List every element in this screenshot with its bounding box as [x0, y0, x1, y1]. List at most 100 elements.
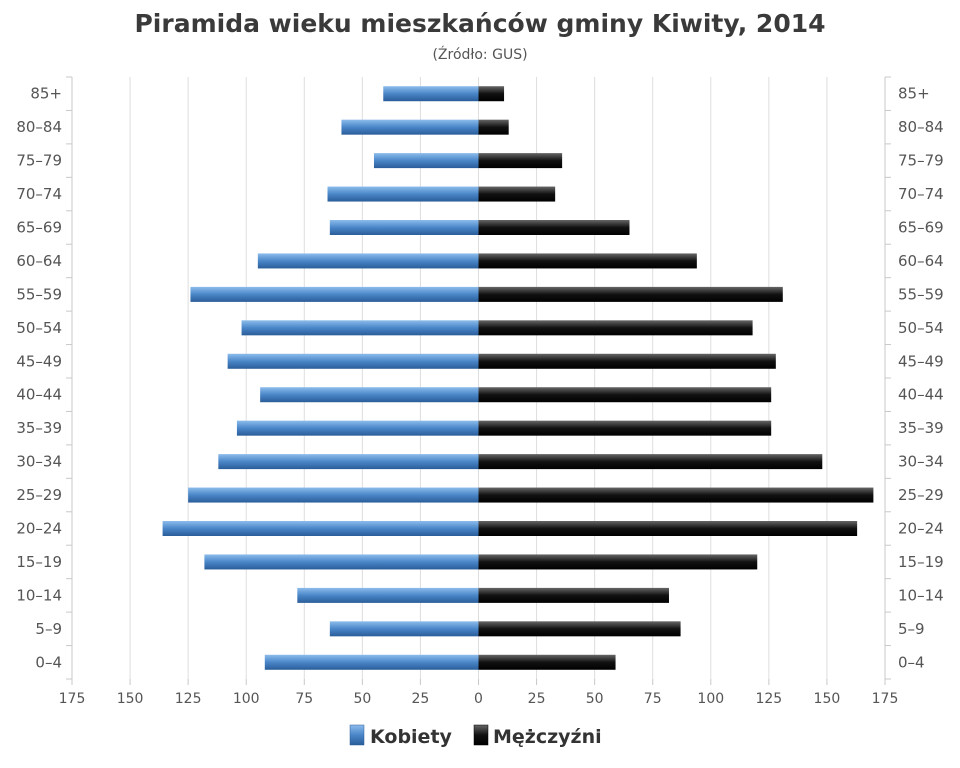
- bar-kobiety[interactable]: [297, 587, 479, 603]
- category-label-left: 20–24: [16, 520, 62, 538]
- category-label-right: 15–19: [898, 553, 944, 571]
- category-label-left: 10–14: [16, 586, 62, 604]
- category-label-left: 40–44: [16, 386, 62, 404]
- bar-mezczyzni[interactable]: [478, 621, 681, 637]
- bar-mezczyzni[interactable]: [478, 86, 505, 102]
- chart-title: Piramida wieku mieszkańców gminy Kiwity,…: [134, 9, 825, 38]
- category-labels: 85+ 85+ 80–84 80–84 75–79 75–79 70–74 70–74 65–6…: [16, 85, 943, 672]
- category-label-right: 85+: [898, 85, 930, 103]
- bar-mezczyzni[interactable]: [478, 153, 563, 169]
- category-label-right: 70–74: [898, 185, 944, 203]
- category-label-right: 50–54: [898, 319, 944, 337]
- category-label-right: 80–84: [898, 118, 944, 136]
- bar-mezczyzni[interactable]: [478, 119, 509, 135]
- category-label-left: 55–59: [16, 285, 62, 303]
- axes: [66, 76, 891, 685]
- x-tick-label: 150: [814, 691, 841, 707]
- category-label-right: 45–49: [898, 352, 944, 370]
- x-tick-label: 100: [233, 691, 260, 707]
- x-tick-label: 175: [59, 691, 86, 707]
- category-label-right: 20–24: [898, 520, 944, 538]
- category-label-left: 80–84: [16, 118, 62, 136]
- category-label-left: 0–4: [35, 653, 62, 671]
- bar-kobiety[interactable]: [329, 621, 479, 637]
- bar-mezczyzni[interactable]: [478, 286, 783, 302]
- category-label-left: 85+: [30, 85, 62, 103]
- bar-kobiety[interactable]: [264, 654, 479, 670]
- x-tick-label: 125: [755, 691, 782, 707]
- category-label-right: 10–14: [898, 586, 944, 604]
- x-tick-label: 125: [175, 691, 202, 707]
- category-label-left: 5–9: [35, 620, 62, 638]
- category-label-right: 0–4: [898, 653, 925, 671]
- bar-mezczyzni[interactable]: [478, 186, 556, 202]
- x-tick-label: 175: [872, 691, 899, 707]
- category-label-right: 25–29: [898, 486, 944, 504]
- bar-mezczyzni[interactable]: [478, 253, 697, 269]
- x-tick-label: 0: [474, 691, 483, 707]
- category-label-left: 65–69: [16, 219, 62, 237]
- bar-kobiety[interactable]: [218, 454, 479, 470]
- category-label-left: 25–29: [16, 486, 62, 504]
- x-tick-label: 50: [586, 691, 604, 707]
- bar-kobiety[interactable]: [204, 554, 479, 570]
- bar-mezczyzni[interactable]: [478, 487, 874, 503]
- bar-kobiety[interactable]: [188, 487, 479, 503]
- grid-lines: [71, 77, 886, 679]
- bar-mezczyzni[interactable]: [478, 420, 772, 436]
- legend-label-kobiety[interactable]: Kobiety: [370, 726, 453, 748]
- category-label-right: 35–39: [898, 419, 944, 437]
- bar-kobiety[interactable]: [329, 220, 479, 235]
- bar-mezczyzni[interactable]: [478, 353, 776, 369]
- category-label-left: 50–54: [16, 319, 62, 337]
- category-label-left: 15–19: [16, 553, 62, 571]
- category-label-right: 65–69: [898, 219, 944, 237]
- category-label-right: 60–64: [898, 252, 944, 270]
- bar-kobiety[interactable]: [162, 521, 479, 536]
- bar-kobiety[interactable]: [241, 320, 479, 336]
- x-tick-label: 75: [295, 691, 313, 707]
- legend[interactable]: Kobiety Mężczyźni: [349, 724, 602, 748]
- legend-swatch-mezczyzni[interactable]: [473, 724, 489, 746]
- bar-mezczyzni[interactable]: [478, 320, 753, 336]
- bar-kobiety[interactable]: [227, 353, 479, 369]
- x-tick-label: 100: [697, 691, 724, 707]
- chart-subtitle: (Źródło: GUS): [432, 45, 527, 63]
- bar-kobiety[interactable]: [257, 253, 479, 269]
- bar-kobiety[interactable]: [373, 153, 479, 169]
- x-tick-label: 75: [644, 691, 662, 707]
- bar-kobiety[interactable]: [190, 286, 479, 302]
- category-label-left: 45–49: [16, 352, 62, 370]
- category-label-right: 5–9: [898, 620, 925, 638]
- bar-mezczyzni[interactable]: [478, 554, 758, 570]
- bar-mezczyzni[interactable]: [478, 220, 630, 235]
- x-tick-label: 25: [412, 691, 430, 707]
- bar-mezczyzni[interactable]: [478, 654, 616, 670]
- category-label-right: 30–34: [898, 453, 944, 471]
- x-tick-label: 25: [528, 691, 546, 707]
- x-tick-labels: 175 150 125 100 75 50 25 0 25 50 75 100 125 150 175: [59, 691, 899, 707]
- bar-kobiety[interactable]: [236, 420, 479, 436]
- bar-kobiety[interactable]: [341, 119, 479, 135]
- category-label-right: 40–44: [898, 386, 944, 404]
- bar-kobiety[interactable]: [327, 186, 479, 202]
- bar-mezczyzni[interactable]: [478, 454, 823, 470]
- bar-kobiety[interactable]: [383, 86, 479, 102]
- bar-mezczyzni[interactable]: [478, 521, 858, 536]
- bar-mezczyzni[interactable]: [478, 587, 669, 603]
- x-tick-label: 50: [353, 691, 371, 707]
- category-label-left: 30–34: [16, 453, 62, 471]
- category-label-left: 75–79: [16, 152, 62, 170]
- legend-label-mezczyzni[interactable]: Mężczyźni: [493, 726, 602, 748]
- legend-swatch-kobiety[interactable]: [349, 724, 365, 746]
- category-label-left: 60–64: [16, 252, 62, 270]
- bar-mezczyzni[interactable]: [478, 387, 772, 403]
- category-label-right: 75–79: [898, 152, 944, 170]
- category-label-left: 70–74: [16, 185, 62, 203]
- bar-kobiety[interactable]: [260, 387, 479, 403]
- category-label-right: 55–59: [898, 285, 944, 303]
- bars: [162, 86, 874, 670]
- category-label-left: 35–39: [16, 419, 62, 437]
- x-tick-label: 150: [117, 691, 144, 707]
